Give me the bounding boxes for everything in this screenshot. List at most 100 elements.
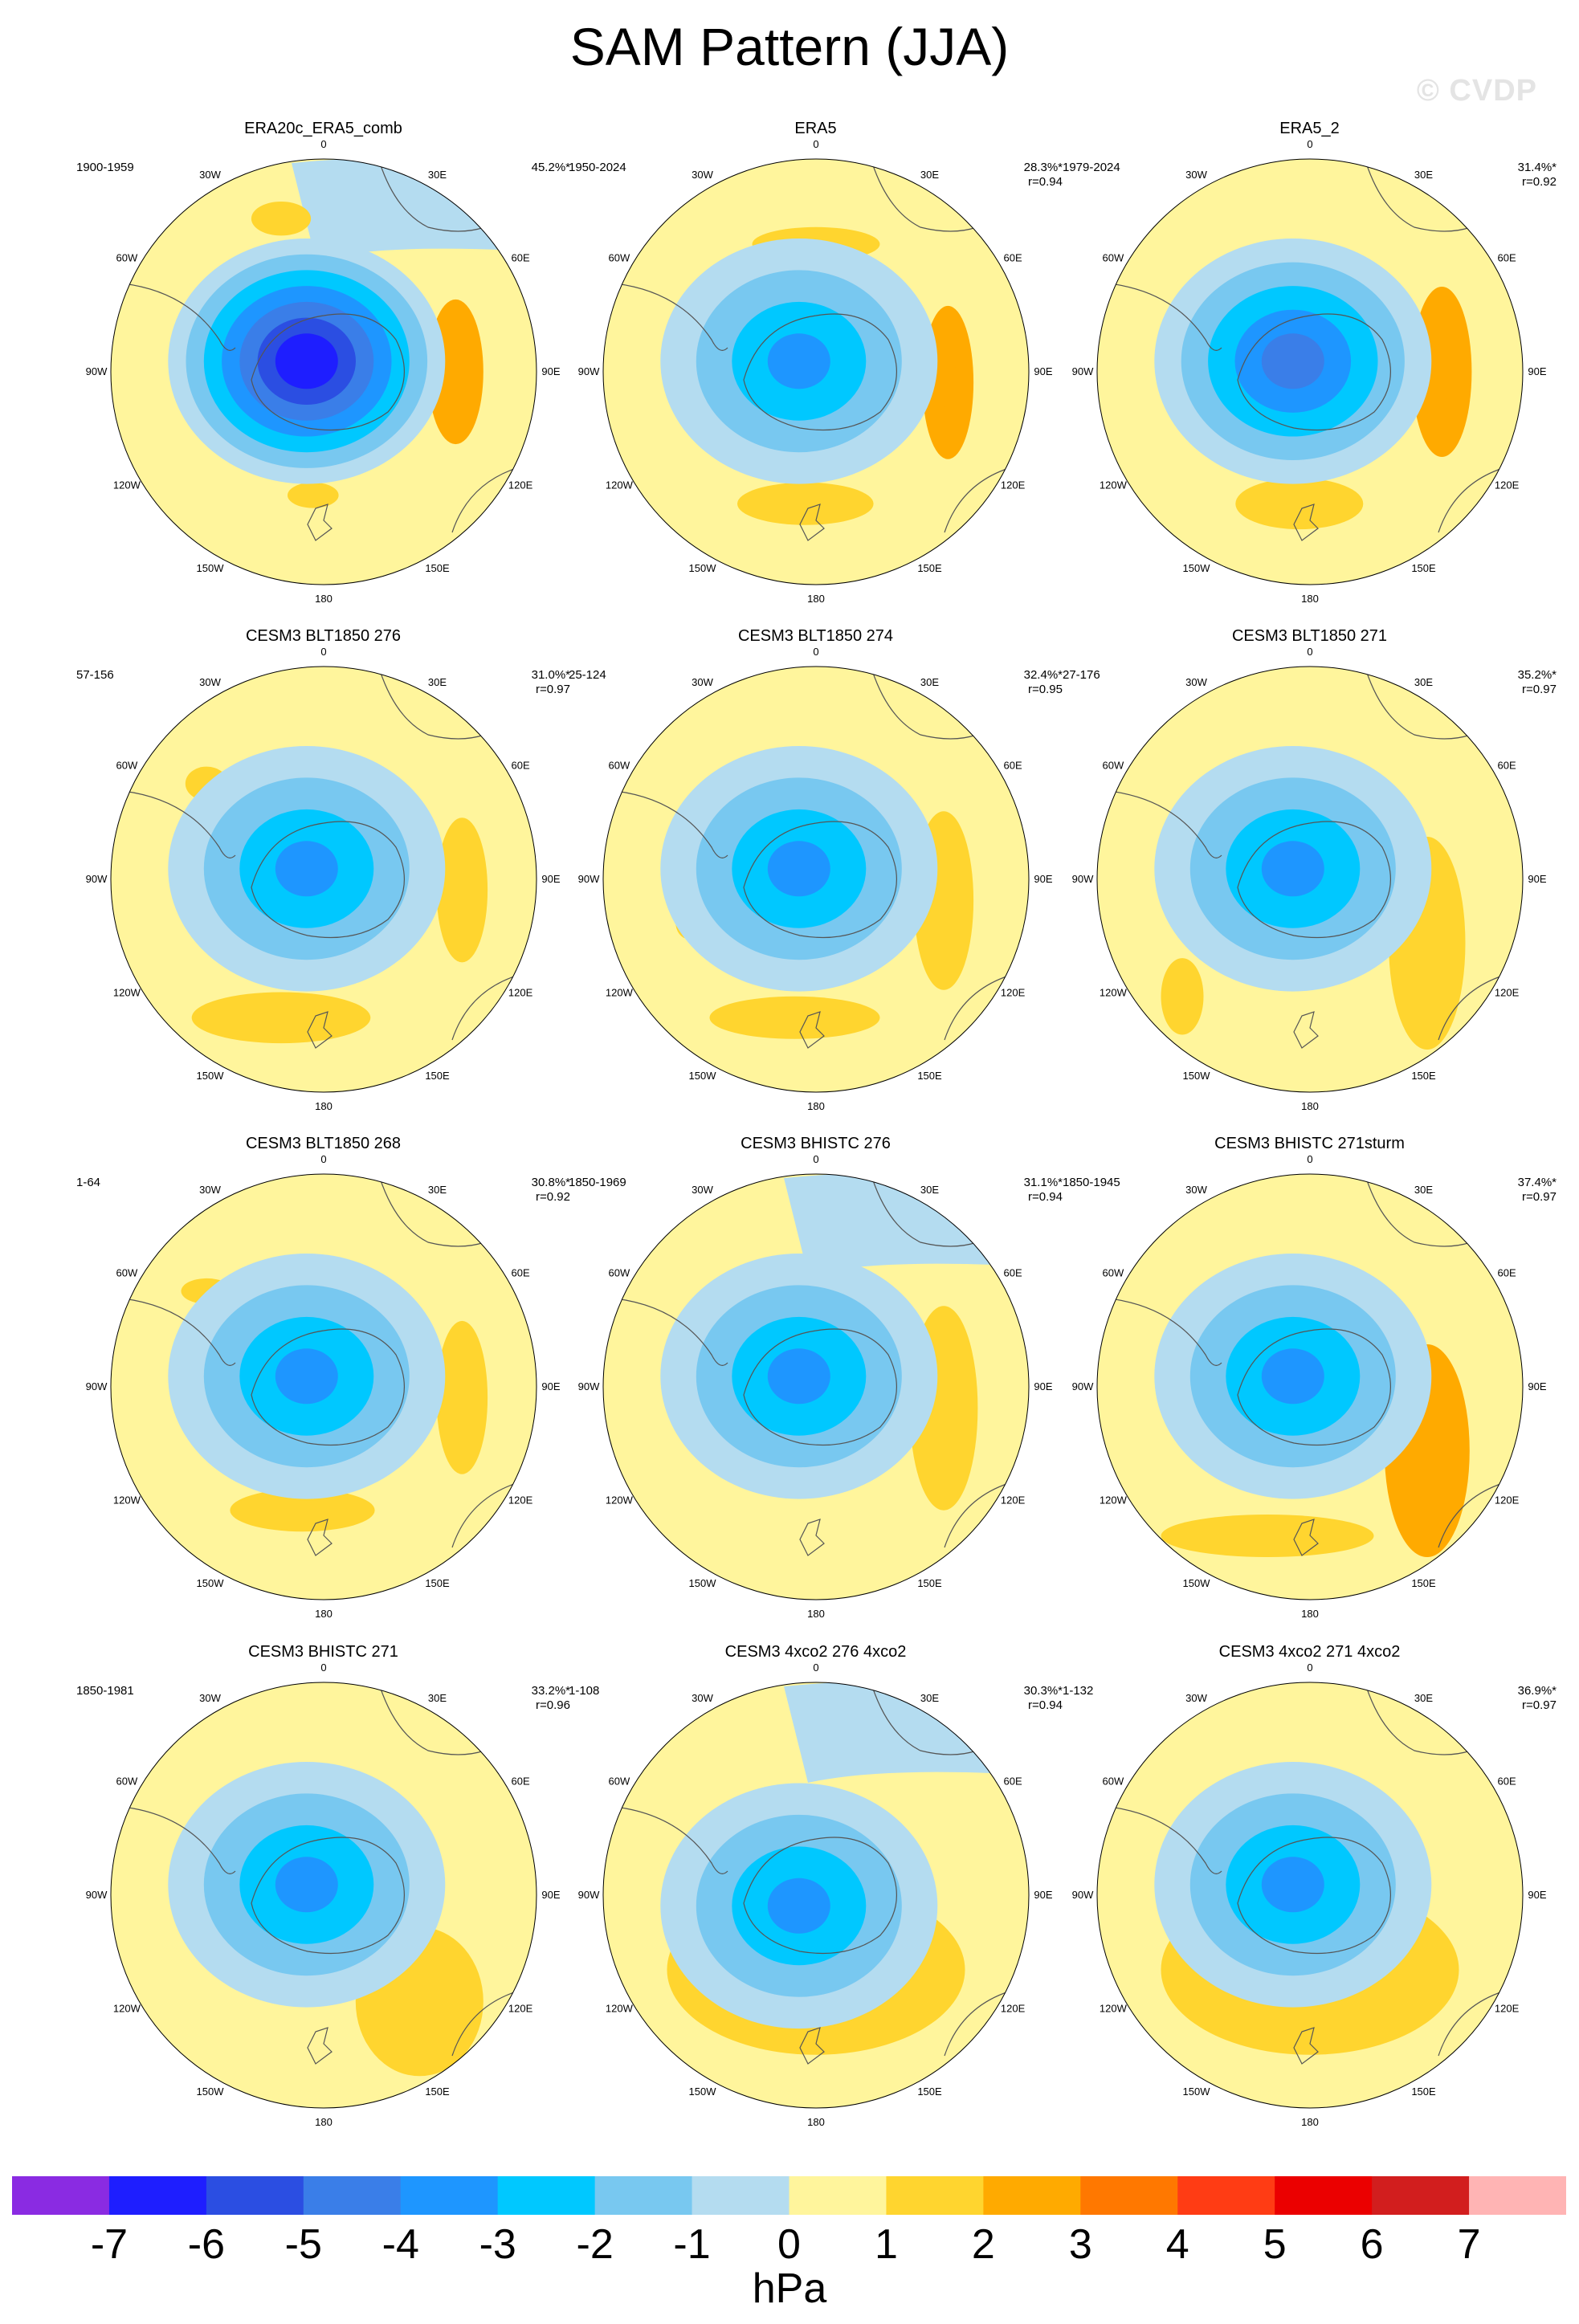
map-panel: 0 30E 60E 90E 120E 150E 180 150W 120W 90W 60W 30W CE… (76, 626, 570, 1132)
longitude-label: 30E (428, 169, 447, 181)
australia-coastline (451, 964, 537, 1041)
panel-correlation: r=0.92 (536, 1190, 570, 1204)
south-america-coastline (614, 283, 728, 351)
positive-anomaly-region (1235, 478, 1364, 530)
longitude-label: 60W (609, 1776, 630, 1788)
longitude-label: 60W (1103, 252, 1124, 264)
map-boundary (110, 158, 537, 585)
colorbar-swatch (1080, 2176, 1178, 2215)
panel-title: CESM3 BLT1850 274 (737, 627, 894, 645)
negative-anomaly-band (1261, 333, 1324, 389)
longitude-label: 30W (199, 1184, 221, 1196)
colorbar-tick-label: 3 (1068, 2221, 1092, 2268)
antarctica-coastline (1237, 1837, 1391, 1955)
south-america-coastline (122, 283, 236, 351)
longitude-label: 30W (692, 1692, 713, 1704)
longitude-label: 60W (609, 1267, 630, 1279)
longitude-label: 90E (1034, 365, 1052, 377)
longitude-label: 90E (541, 873, 560, 885)
panel-period: 25-124 (569, 668, 606, 682)
colorbar-tick-label: 2 (971, 2221, 995, 2268)
longitude-label: 180 (315, 593, 333, 605)
longitude-label: 120W (1100, 987, 1128, 999)
new-zealand-coastline (799, 1519, 825, 1556)
polar-map: 0 30E 60E 90E 120E 150E 180 150W 120W 90W 60W 30W (578, 138, 1053, 605)
south-america-coastline (1108, 1298, 1222, 1366)
africa-coastline (1365, 1686, 1471, 1755)
panel-period: 1900-1959 (76, 161, 134, 174)
longitude-label: 150W (689, 562, 717, 574)
new-zealand-coastline (799, 2027, 825, 2065)
longitude-label: 90E (1528, 1889, 1546, 1901)
longitude-label: 30E (1414, 169, 1433, 181)
antarctica-coastline (743, 1837, 897, 1955)
panel-title: CESM3 4xco2 276 4xco2 (724, 1643, 907, 1661)
africa-coastline (379, 670, 485, 740)
longitude-label: 120W (113, 987, 141, 999)
map-boundary (1096, 1682, 1524, 2109)
longitude-label: 30E (920, 1692, 939, 1704)
antarctica-coastline (1237, 821, 1391, 939)
longitude-label: 150W (689, 2085, 717, 2098)
panel-variance-pct: 33.2%* (531, 1684, 570, 1698)
longitude-label: 150E (1411, 562, 1436, 574)
longitude-label: 0 (320, 1153, 326, 1165)
new-zealand-coastline (1293, 504, 1319, 541)
polar-map: 0 30E 60E 90E 120E 150E 180 150W 120W 90W 60W 30W (86, 138, 561, 605)
antarctica-coastline (743, 821, 897, 939)
south-america-coastline (122, 1298, 236, 1366)
panel-correlation: r=0.97 (1522, 1698, 1557, 1712)
longitude-label: 0 (1307, 1153, 1312, 1165)
colorbar-swatch (789, 2176, 887, 2215)
longitude-label: 0 (1307, 646, 1312, 658)
longitude-label: 30W (1185, 1692, 1207, 1704)
new-zealand-coastline (307, 1519, 333, 1556)
longitude-label: 60E (1498, 1776, 1516, 1788)
panel-variance-pct: 31.0%* (531, 668, 570, 682)
polar-map: 0 30E 60E 90E 120E 150E 180 150W 120W 90W 60W 30W (86, 646, 561, 1112)
longitude-label: 90E (541, 365, 560, 377)
polar-map: 0 30E 60E 90E 120E 150E 180 150W 120W 90W 60W 30W (1072, 1661, 1547, 2128)
panel-title: CESM3 BHISTC 271 (248, 1643, 398, 1661)
polar-map: 0 30E 60E 90E 120E 150E 180 150W 120W 90W 60W 30W (578, 1153, 1053, 1620)
map-boundary (602, 158, 1030, 585)
colorbar-swatch (497, 2176, 596, 2215)
longitude-label: 60W (1103, 1267, 1124, 1279)
colorbar-swatch (886, 2176, 984, 2215)
positive-anomaly-region (436, 1320, 488, 1474)
longitude-label: 120W (606, 1494, 634, 1507)
panel-period: 1-132 (1063, 1684, 1094, 1698)
colorbar-swatch (983, 2176, 1081, 2215)
longitude-label: 90W (1072, 873, 1094, 885)
longitude-label: 60E (1004, 760, 1022, 772)
antarctica-coastline (251, 313, 405, 431)
longitude-label: 0 (320, 1661, 326, 1674)
longitude-label: 150E (425, 1577, 450, 1589)
map-panel: 0 30E 60E 90E 120E 150E 180 150W 120W 90W 60W 30W CE… (1063, 626, 1557, 1132)
longitude-label: 60E (1498, 760, 1516, 772)
longitude-label: 60E (1498, 1267, 1516, 1279)
positive-anomaly-region (709, 996, 880, 1039)
australia-coastline (1438, 457, 1523, 533)
longitude-label: 150E (917, 1577, 942, 1589)
longitude-label: 30E (428, 1692, 447, 1704)
panel-correlation: r=0.92 (1522, 175, 1557, 189)
longitude-label: 120E (1495, 479, 1520, 491)
colorbar-swatch (400, 2176, 499, 2215)
longitude-label: 120W (606, 2003, 634, 2015)
longitude-label: 90E (1528, 365, 1546, 377)
longitude-label: 90W (86, 365, 108, 377)
longitude-label: 120E (508, 2003, 533, 2015)
colorbar-tick-label: -4 (381, 2221, 419, 2268)
longitude-label: 180 (1301, 593, 1319, 605)
map-panel: 0 30E 60E 90E 120E 150E 180 150W 120W 90W 60W 30W CE… (569, 1134, 1063, 1640)
south-america-coastline (122, 1806, 236, 1874)
longitude-label: 0 (1307, 1661, 1312, 1674)
positive-anomaly-region (1161, 1515, 1374, 1557)
panel-correlation: r=0.97 (536, 683, 570, 696)
longitude-label: 30W (692, 1184, 713, 1196)
australia-coastline (451, 457, 537, 533)
map-boundary (602, 1682, 1030, 2109)
map-boundary (1096, 666, 1524, 1093)
